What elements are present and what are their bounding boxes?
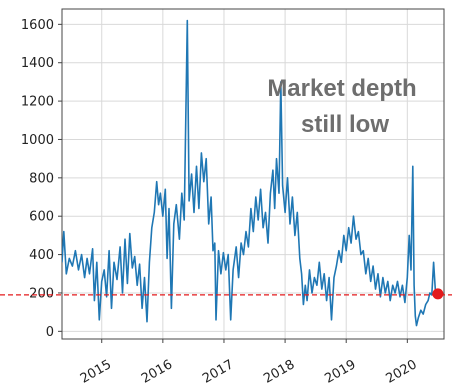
series-line [62, 19, 439, 327]
x-tick-label: 2019 [322, 357, 358, 387]
x-axis-ticks: 2015 2016 2017 2018 2019 2020 [78, 339, 420, 387]
y-tick-label: 800 [29, 171, 54, 186]
x-tick-label: 2015 [78, 357, 114, 387]
grid-lines [62, 9, 444, 339]
y-tick-label: 400 [29, 248, 54, 263]
end-marker [432, 288, 444, 300]
y-tick-label: 600 [29, 210, 54, 225]
plot-area [62, 19, 439, 327]
x-tick-label: 2018 [261, 357, 297, 387]
x-tick-label: 2020 [383, 357, 419, 387]
x-tick-label: 2017 [200, 357, 236, 387]
annotation-line-1: Market depth [267, 75, 416, 102]
y-tick-label: 1200 [21, 95, 54, 110]
y-tick-label: 200 [29, 286, 54, 301]
x-tick-label: 2016 [139, 357, 175, 387]
y-tick-label: 1600 [21, 18, 54, 33]
annotation-line-2: still low [301, 111, 389, 138]
y-tick-label: 1400 [21, 56, 54, 71]
y-tick-label: 0 [46, 325, 54, 340]
y-tick-label: 1000 [21, 133, 54, 148]
plot-frame [61, 8, 445, 340]
y-axis-ticks: 0 200 400 600 800 1000 1200 1400 1600 [21, 18, 62, 340]
